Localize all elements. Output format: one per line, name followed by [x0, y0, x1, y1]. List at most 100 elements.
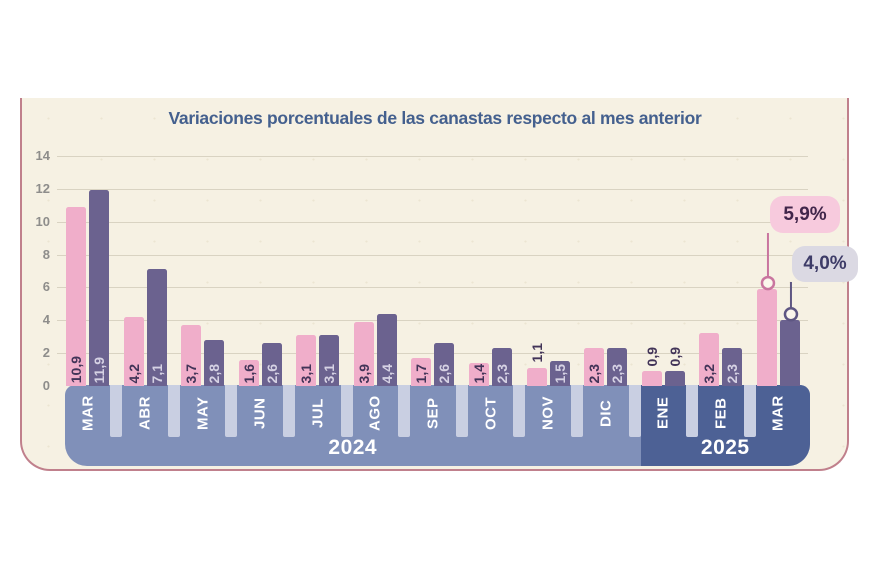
bar-rosa-mar-2025	[756, 289, 777, 386]
x-axis-band: MAR ABR MAY JUN JUL AGO SEP OCT NOV DIC ENE FEB MAR 2…	[65, 385, 810, 466]
bar-rosa-jun-2024	[238, 359, 259, 386]
gridline-12	[57, 188, 808, 190]
bar-value-violeta-dic-2024: 2,3	[609, 363, 626, 383]
bar-violeta-ene-2025	[664, 371, 685, 386]
gridline-10	[57, 221, 808, 223]
month-label-feb-2025: FEB	[712, 397, 730, 429]
bar-group-dic-2024: 2,3 2,3	[584, 148, 628, 386]
bar-violeta-jun-2024	[261, 343, 282, 386]
bar-rosa-sep-2024	[411, 358, 432, 386]
bar-group-ene-2025: 0,9 0,9	[641, 148, 685, 386]
bar-value-violeta-jul-2024: 3,1	[321, 363, 338, 383]
band-gap-strip	[686, 385, 699, 437]
bar-value-rosa-dic-2024: 2,3	[586, 363, 603, 383]
y-tick-12: 12	[35, 180, 50, 196]
bar-group-sep-2024: 1,7 2,6	[411, 148, 455, 386]
band-gap-strip	[570, 385, 583, 437]
chart-title: Variaciones porcentuales de las canastas…	[168, 108, 702, 128]
bar-value-violeta-ago-2024: 4,4	[378, 363, 395, 383]
bar-violeta-abr-2024	[146, 269, 167, 386]
y-tick-2: 2	[42, 345, 50, 361]
band-gap-strip	[110, 385, 123, 437]
bar-value-rosa-oct-2024: 1,4	[471, 363, 488, 383]
bar-group-may-2024: 3,7 2,8	[181, 148, 225, 386]
y-tick-8: 8	[42, 246, 50, 262]
bar-violeta-jul-2024	[319, 335, 340, 386]
bar-value-violeta-nov-2024: 1,5	[551, 363, 568, 383]
bar-value-violeta-may-2024: 2,8	[206, 363, 223, 383]
band-gap-strip	[283, 385, 296, 437]
band-gap-strip	[398, 385, 411, 437]
bar-violeta-may-2024	[204, 340, 225, 386]
bar-group-ago-2024: 3,9 4,4	[353, 148, 397, 386]
month-label-jun-2024: JUN	[251, 397, 269, 429]
bar-group-feb-2025: 3,2 2,3	[699, 148, 743, 386]
bar-group-jul-2024: 3,1 3,1	[296, 148, 340, 386]
callout-value-rosa: 5,9%	[783, 203, 827, 225]
month-label-may-2024: MAY	[194, 396, 212, 430]
y-tick-4: 4	[42, 312, 50, 328]
callout-pill-violeta: 4,0%	[792, 246, 858, 282]
bar-rosa-oct-2024	[469, 363, 490, 386]
bar-violeta-sep-2024	[434, 343, 455, 386]
month-label-ene-2025: ENE	[654, 396, 672, 430]
month-label-mar-2025: MAR	[769, 395, 787, 431]
bar-value-violeta-sep-2024: 2,6	[436, 363, 453, 383]
bar-rosa-dic-2024	[584, 348, 605, 386]
y-tick-6: 6	[42, 279, 50, 295]
band-gap-strip	[167, 385, 180, 437]
month-label-mar-2024: MAR	[79, 395, 96, 431]
callout-pill-rosa: 5,9%	[770, 196, 840, 233]
month-label-sep-2024: SEP	[424, 397, 442, 429]
band-gap-strip	[743, 385, 756, 437]
bar-value-rosa-feb-2025: 3,2	[701, 363, 718, 383]
bar-group-oct-2024: 1,4 2,3	[469, 148, 513, 386]
year-label-2025: 2025	[700, 436, 750, 459]
bar-value-rosa-sep-2024: 1,7	[413, 363, 430, 383]
bar-violeta-feb-2025	[722, 348, 743, 386]
bar-violeta-mar-2024	[89, 190, 109, 386]
bar-rosa-nov-2024	[526, 367, 547, 386]
month-label-abr-2024: ABR	[136, 396, 154, 430]
band-gap-strip	[340, 385, 353, 437]
bar-rosa-may-2024	[181, 325, 202, 386]
gridline-4	[57, 320, 808, 322]
bar-value-rosa-ene-2025: 0,9	[643, 346, 660, 367]
bar-group-jun-2024: 1,6 2,6	[238, 148, 282, 386]
x-axis-band-2025	[640, 385, 810, 466]
band-gap-strip	[455, 385, 468, 437]
gridline-2	[57, 353, 808, 355]
bar-value-rosa-abr-2024: 4,2	[125, 363, 142, 383]
bar-rosa-feb-2025	[699, 333, 720, 386]
bar-rosa-jul-2024	[296, 335, 317, 386]
bar-value-violeta-feb-2025: 2,3	[724, 363, 741, 383]
month-label-nov-2024: NOV	[539, 396, 557, 431]
bar-group-abr-2024: 4,2 7,1	[123, 148, 167, 386]
band-gap-strip	[513, 385, 526, 437]
bar-group-mar-2024: 10,9 11,9	[66, 148, 109, 386]
bar-value-rosa-mar-2024: 10,9	[68, 355, 84, 383]
bar-violeta-dic-2024	[607, 348, 628, 386]
gridline-14	[57, 155, 808, 157]
bar-value-rosa-jul-2024: 3,1	[298, 363, 315, 383]
bar-violeta-oct-2024	[492, 348, 513, 386]
bar-value-violeta-abr-2024: 7,1	[148, 363, 165, 383]
month-label-ago-2024: AGO	[366, 395, 384, 431]
year-label-2024: 2024	[328, 436, 378, 459]
bar-value-violeta-oct-2024: 2,3	[494, 363, 511, 383]
month-label-dic-2024: DIC	[597, 399, 615, 427]
bar-violeta-mar-2025	[779, 320, 800, 386]
bar-rosa-mar-2024	[66, 206, 86, 386]
bar-violeta-nov-2024	[549, 361, 570, 386]
bar-rosa-ago-2024	[353, 321, 374, 386]
bar-rosa-abr-2024	[123, 317, 144, 386]
bar-group-mar-2025	[756, 148, 800, 386]
bar-violeta-ago-2024	[376, 313, 397, 386]
y-tick-10: 10	[35, 213, 50, 229]
callout-value-violeta: 4,0%	[803, 253, 847, 274]
band-gap-strip	[628, 385, 641, 437]
y-tick-0: 0	[42, 378, 50, 393]
bar-value-rosa-nov-2024: 1,1	[528, 343, 545, 363]
bar-value-violeta-mar-2024: 11,9	[91, 356, 107, 383]
